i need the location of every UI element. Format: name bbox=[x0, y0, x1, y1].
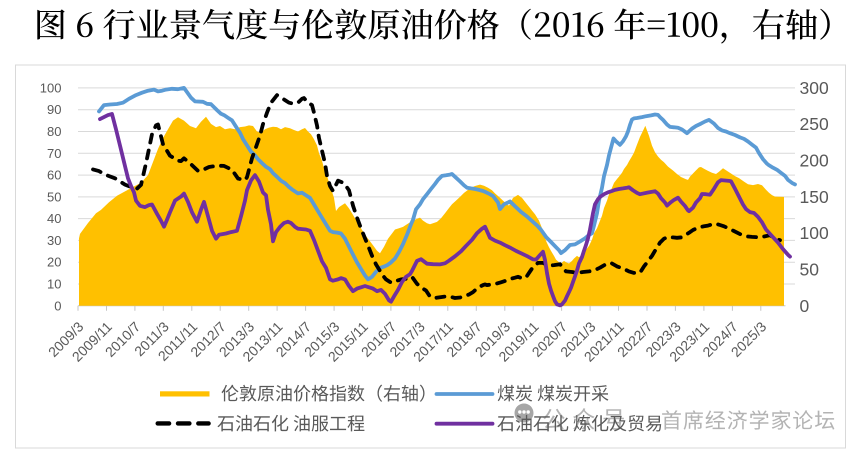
svg-text:0: 0 bbox=[800, 296, 810, 316]
svg-text:20: 20 bbox=[47, 255, 61, 270]
svg-text:100: 100 bbox=[40, 80, 62, 95]
svg-text:80: 80 bbox=[47, 124, 61, 139]
svg-text:40: 40 bbox=[47, 211, 61, 226]
svg-text:300: 300 bbox=[800, 78, 829, 98]
svg-text:100: 100 bbox=[800, 223, 829, 243]
svg-text:150: 150 bbox=[800, 187, 829, 207]
svg-text:10: 10 bbox=[47, 277, 61, 292]
svg-text:90: 90 bbox=[47, 102, 61, 117]
svg-text:0: 0 bbox=[54, 298, 61, 313]
svg-text:250: 250 bbox=[800, 114, 829, 134]
svg-text:70: 70 bbox=[47, 146, 61, 161]
svg-text:50: 50 bbox=[800, 260, 820, 280]
svg-text:200: 200 bbox=[800, 151, 829, 171]
svg-text:50: 50 bbox=[47, 189, 61, 204]
svg-text:30: 30 bbox=[47, 233, 61, 248]
svg-text:60: 60 bbox=[47, 168, 61, 183]
